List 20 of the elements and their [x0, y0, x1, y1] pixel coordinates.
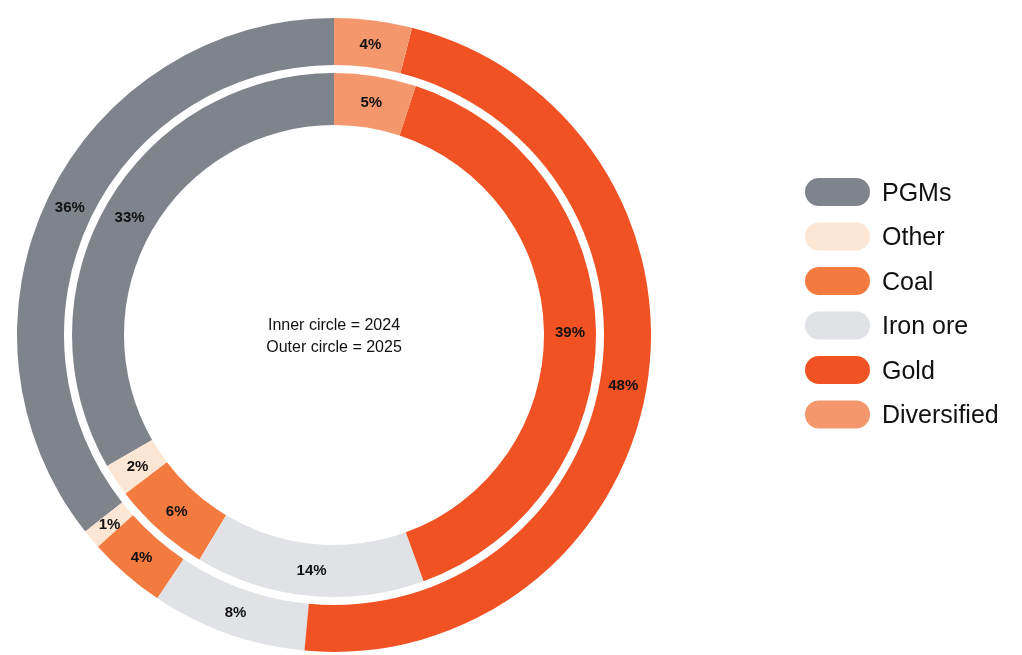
text: Outer circle = 2025 — [266, 338, 402, 355]
data-label: 48% — [608, 376, 639, 394]
data-label: 5% — [360, 93, 383, 111]
legend-label: Coal — [882, 266, 934, 295]
data-label: 1% — [98, 515, 121, 533]
legend-label: Iron ore — [882, 311, 969, 340]
data-label: 14% — [296, 561, 327, 579]
data-label: 8% — [224, 602, 247, 620]
data-label: 4% — [130, 547, 153, 565]
data-label: 39% — [554, 322, 585, 340]
legend-label: Diversified — [882, 400, 999, 429]
legend-label: Gold — [882, 355, 935, 384]
text: Inner circle = 2024 — [267, 316, 401, 333]
data-label: 6% — [165, 502, 188, 520]
data-label: 36% — [54, 198, 85, 216]
legend-label: Other — [882, 222, 945, 251]
data-label: 4% — [359, 35, 382, 53]
data-label: 33% — [114, 208, 145, 226]
data-label: 2% — [126, 456, 149, 474]
legend-label: PGMs — [882, 177, 952, 206]
